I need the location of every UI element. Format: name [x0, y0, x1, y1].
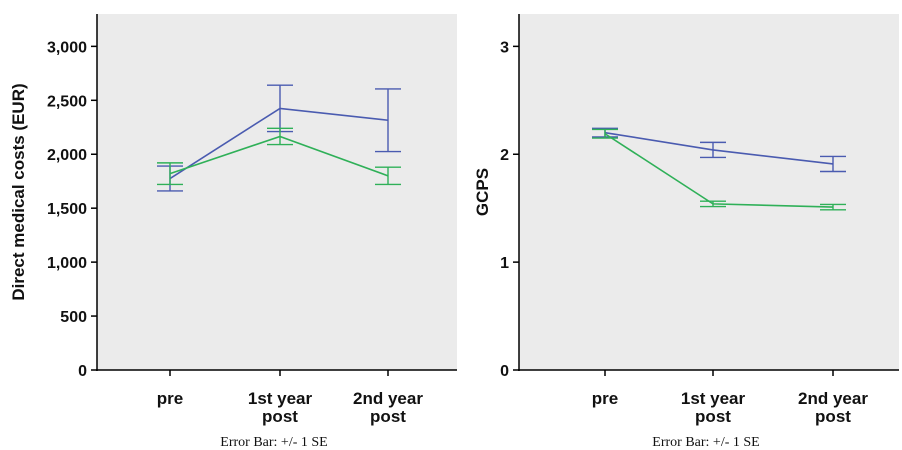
x-tick-label: pre — [592, 389, 618, 408]
y-axis-title: Direct medical costs (EUR) — [9, 83, 28, 300]
error-bar-footnote: Error Bar: +/- 1 SE — [220, 435, 327, 450]
y-tick-label: 1 — [500, 255, 509, 272]
y-tick-label: 500 — [60, 309, 87, 326]
y-tick-label: 2 — [500, 147, 509, 164]
x-tick-label: post — [815, 407, 851, 426]
x-tick-label: 2nd year — [798, 389, 868, 408]
x-tick-label: post — [370, 407, 406, 426]
y-tick-label: 1,500 — [47, 201, 87, 218]
series-1 — [592, 127, 846, 173]
y-tick-label: 0 — [78, 363, 87, 380]
series-2 — [157, 127, 401, 186]
x-tick-label: 2nd year — [353, 389, 423, 408]
chart-panel-1: 0 500 1,000 1,500 2,000 2,500 3,000 pre 1st year… — [9, 14, 457, 450]
y-tick-label: 3,000 — [47, 39, 87, 56]
y-axis-title: GCPS — [473, 168, 492, 216]
plot-area — [97, 14, 457, 370]
x-tick-label: post — [262, 407, 298, 426]
error-bar-footnote: Error Bar: +/- 1 SE — [652, 435, 759, 450]
x-tick-label: 1st year — [248, 389, 313, 408]
y-tick-label: 3 — [500, 39, 509, 56]
y-tick-label: 1,000 — [47, 255, 87, 272]
x-tick-label: 1st year — [681, 389, 746, 408]
y-tick-label: 2,000 — [47, 147, 87, 164]
x-tick-label: pre — [157, 389, 183, 408]
plot-area — [519, 14, 899, 370]
y-tick-label: 0 — [500, 363, 509, 380]
x-tick-label: post — [695, 407, 731, 426]
y-tick-label: 2,500 — [47, 93, 87, 110]
series-2 — [592, 128, 846, 211]
